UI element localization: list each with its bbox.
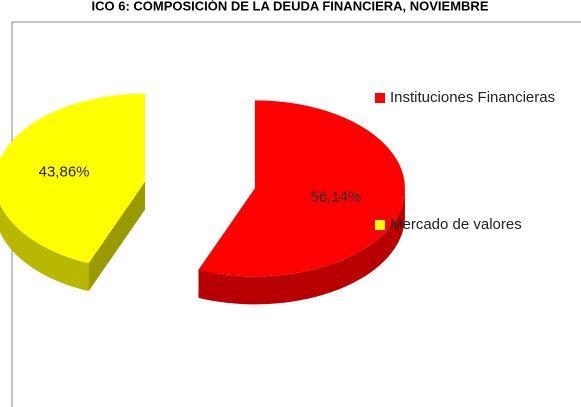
slice-side [198, 188, 405, 305]
legend-label: Instituciones Financieras [390, 89, 555, 106]
slice-edge [88, 181, 146, 292]
legend-swatch [375, 93, 385, 103]
slice [0, 93, 146, 264]
slice-side [0, 204, 89, 292]
data-label: 43,86% [39, 163, 90, 180]
slice [198, 100, 405, 277]
legend-swatch [375, 220, 385, 230]
chart-title: ICO 6: COMPOSICIÓN DE LA DEUDA FINANCIER… [91, 0, 488, 13]
legend-label: Mercado de valores [390, 216, 522, 233]
data-label: 56,14% [310, 189, 361, 206]
